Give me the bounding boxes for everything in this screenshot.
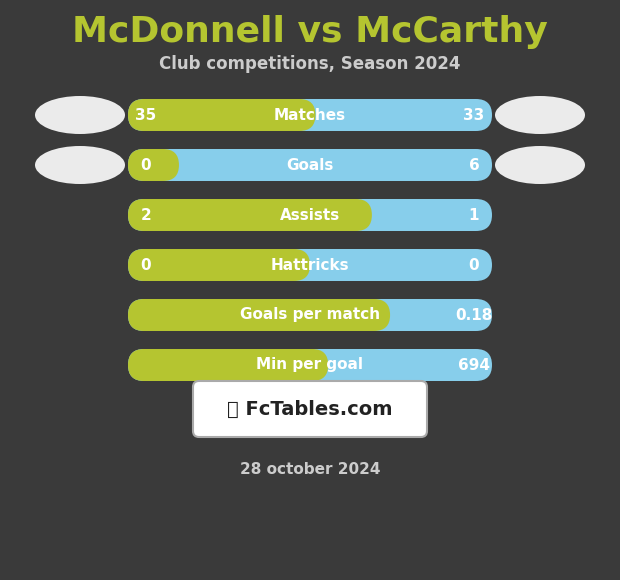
Ellipse shape [495,96,585,134]
Text: Goals: Goals [286,158,334,172]
Text: Hattricks: Hattricks [271,258,349,273]
FancyBboxPatch shape [193,381,427,437]
FancyBboxPatch shape [128,299,492,331]
Text: Min per goal: Min per goal [257,357,363,372]
Text: 0.18: 0.18 [455,307,493,322]
FancyBboxPatch shape [128,199,372,231]
Text: 🏆 FcTables.com: 🏆 FcTables.com [228,400,392,419]
Text: McDonnell vs McCarthy: McDonnell vs McCarthy [72,15,548,49]
Text: 0: 0 [141,258,151,273]
Text: Goals per match: Goals per match [240,307,380,322]
FancyBboxPatch shape [128,149,179,181]
Text: 33: 33 [463,107,485,122]
Text: Club competitions, Season 2024: Club competitions, Season 2024 [159,55,461,73]
Text: 35: 35 [135,107,157,122]
Text: 6: 6 [469,158,479,172]
FancyBboxPatch shape [128,99,316,131]
FancyBboxPatch shape [128,149,492,181]
Text: 694: 694 [458,357,490,372]
FancyBboxPatch shape [128,349,328,381]
FancyBboxPatch shape [128,249,310,281]
Ellipse shape [35,146,125,184]
FancyBboxPatch shape [128,249,492,281]
Text: Matches: Matches [274,107,346,122]
Ellipse shape [495,146,585,184]
FancyBboxPatch shape [128,99,492,131]
Text: 0: 0 [141,158,151,172]
Text: 1: 1 [469,208,479,223]
FancyBboxPatch shape [128,299,390,331]
Text: 28 october 2024: 28 october 2024 [240,462,380,477]
Ellipse shape [35,96,125,134]
Text: Assists: Assists [280,208,340,223]
Text: 0: 0 [469,258,479,273]
FancyBboxPatch shape [128,199,492,231]
Text: 2: 2 [141,208,151,223]
FancyBboxPatch shape [128,349,492,381]
